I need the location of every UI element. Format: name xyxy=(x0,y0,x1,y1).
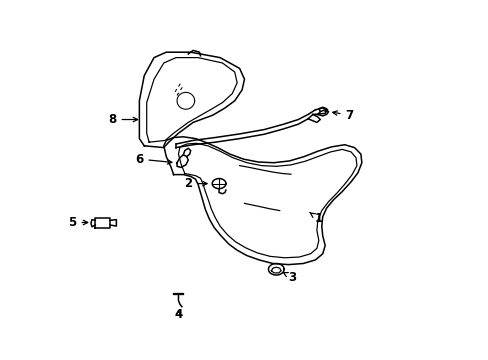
Text: 6: 6 xyxy=(135,153,171,166)
Text: 4: 4 xyxy=(174,309,182,321)
Text: 8: 8 xyxy=(108,113,137,126)
Text: 3: 3 xyxy=(283,271,296,284)
Text: 2: 2 xyxy=(184,177,206,190)
Text: 7: 7 xyxy=(332,109,353,122)
Text: 1: 1 xyxy=(309,212,322,225)
Text: 5: 5 xyxy=(68,216,87,229)
